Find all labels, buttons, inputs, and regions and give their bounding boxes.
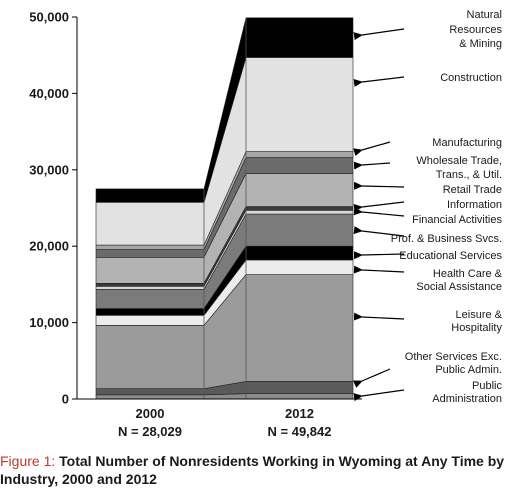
y-tick-label: 50,000 — [29, 10, 69, 25]
y-tick-label: 40,000 — [29, 86, 69, 101]
x-tick-label: 2012 — [285, 406, 314, 421]
annotation-label: Public — [472, 380, 502, 392]
figure-title: Total Number of Nonresidents Working in … — [0, 453, 505, 487]
chart-svg: 0 10,000 20,000 30,000 40,000 50,000 2000 N = 2… — [29, 9, 503, 439]
annotation-arrow — [353, 181, 405, 190]
annotation-label: Manufacturing — [432, 137, 502, 149]
annotation-label: Other Services Exc. — [405, 351, 502, 363]
annotation-arrow — [353, 161, 391, 170]
annotation-arrow — [353, 28, 405, 41]
x-sublabel: N = 28,029 — [118, 424, 182, 439]
annotation-label: Educational Services — [399, 250, 502, 262]
annotation-label: Financial Activities — [412, 214, 502, 226]
figure-label: Figure 1: — [0, 453, 60, 469]
annotation-label: Social Assistance — [416, 281, 502, 293]
x-tick-label: 2000 — [136, 406, 165, 421]
annotation-label: Prof. & Business Svcs. — [391, 233, 502, 245]
annotation-arrow — [353, 141, 391, 157]
x-sublabel: N = 49,842 — [268, 424, 332, 439]
annotation-label: Wholesale Trade, — [416, 155, 502, 167]
annotation-label: Administration — [432, 393, 502, 405]
annotation-label: Construction — [440, 72, 502, 84]
annotation-label: Natural — [467, 9, 502, 21]
figure-caption: Figure 1: Total Number of Nonresidents W… — [0, 452, 519, 497]
annotation-label: Retail Trade — [443, 184, 502, 196]
y-tick-label: 0 — [62, 392, 69, 407]
y-tick-label: 20,000 — [29, 239, 69, 254]
annotation-arrow — [353, 389, 405, 402]
annotation-label: Trans., & Util. — [436, 169, 502, 181]
annotation-arrow — [353, 312, 405, 321]
annotation-label: & Mining — [459, 38, 502, 50]
y-tick-label: 30,000 — [29, 162, 69, 177]
annotation-label: Health Care & — [433, 268, 503, 280]
annotation-arrow — [353, 226, 405, 237]
annotation-label: Leisure & — [456, 309, 503, 321]
annotation-arrow — [353, 251, 405, 260]
annotation-arrow — [353, 76, 405, 87]
annotation-label: Public Admin. — [435, 364, 502, 376]
annotation-label: Hospitality — [451, 322, 502, 334]
y-tick-label: 10,000 — [29, 315, 69, 330]
annotation-label: Resources — [449, 24, 502, 36]
annotation-arrow — [353, 201, 405, 212]
annotation-arrow — [353, 207, 405, 217]
annotation-arrow — [353, 368, 391, 388]
annotation-label: Information — [447, 199, 502, 211]
stack-areas — [95, 17, 354, 400]
area-natural-resources-mining — [95, 17, 354, 203]
annotation-arrow — [353, 265, 405, 274]
stacked-area-chart: 0 10,000 20,000 30,000 40,000 50,000 2000 N = 2… — [29, 9, 503, 439]
